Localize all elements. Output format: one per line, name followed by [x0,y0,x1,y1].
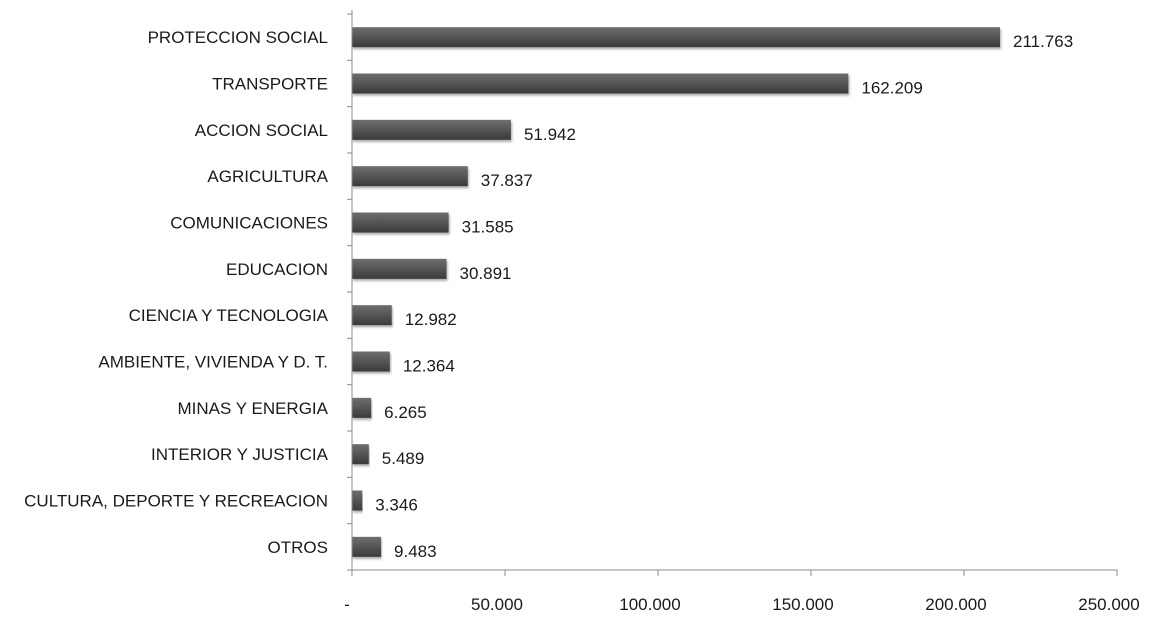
category-label: CULTURA, DEPORTE Y RECREACION [24,492,328,511]
bar [352,305,392,326]
bar [352,351,390,372]
bar [352,73,849,94]
value-label: 31.585 [462,218,514,237]
x-tick-label: 50.000 [471,595,523,614]
category-label: PROTECCION SOCIAL [148,28,328,47]
value-labels-group: 211.763 162.209 51.942 37.837 31.585 30.891 12… [375,32,1073,561]
bar [352,490,363,511]
value-label: 30.891 [460,264,512,283]
value-label: 5.489 [382,449,425,468]
value-label: 51.942 [524,125,576,144]
category-label: MINAS Y ENERGIA [177,399,328,418]
category-label: AMBIENTE, VIVIENDA Y D. T. [98,353,328,372]
bar [352,166,468,187]
value-label: 9.483 [394,542,437,561]
value-label: 37.837 [481,171,533,190]
bar [352,119,511,140]
value-label: 162.209 [861,79,922,98]
category-label: EDUCACION [226,260,328,279]
value-label: 6.265 [384,403,427,422]
x-tick-label: 100.000 [619,595,680,614]
category-label: AGRICULTURA [207,167,328,186]
value-label: 12.364 [403,357,455,376]
bar [352,212,449,233]
category-label: TRANSPORTE [212,75,328,94]
x-tick-label: 250.000 [1078,595,1139,614]
category-label: INTERIOR Y JUSTICIA [151,445,329,464]
x-tick-label: 200.000 [925,595,986,614]
category-label: COMUNICACIONES [170,214,328,233]
value-label: 12.982 [405,310,457,329]
value-label: 3.346 [375,496,418,515]
bar [352,397,372,418]
axes-group: - 50.000 100.000 150.000 200.000 250.000 [344,10,1140,614]
category-label: OTROS [268,538,328,557]
bars-group [352,27,1000,557]
bar [352,536,382,557]
x-tick-label: 150.000 [772,595,833,614]
value-label: 211.763 [1013,32,1073,51]
category-label: ACCION SOCIAL [195,121,328,140]
bar [352,444,369,465]
bar [352,27,1000,48]
category-label: CIENCIA Y TECNOLOGIA [129,306,329,325]
bar [352,258,447,279]
x-tick-label: - [344,595,350,614]
category-labels-group: PROTECCION SOCIAL TRANSPORTE ACCION SOCIAL… [24,28,329,557]
